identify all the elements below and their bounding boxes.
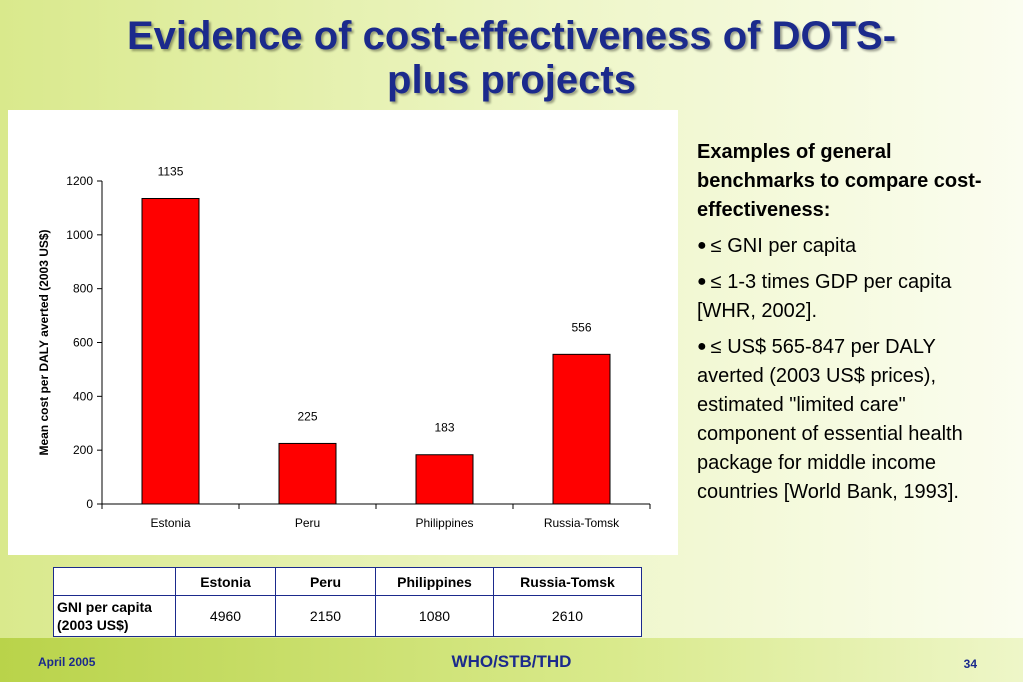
y-axis-title: Mean cost per DALY averted (2003 US$) [37, 229, 51, 455]
table-header-cell: Russia-Tomsk [493, 567, 642, 596]
slide-title: Evidence of cost-effectiveness of DOTS- … [0, 14, 1023, 102]
x-tick-label: Peru [295, 516, 320, 530]
footer-org: WHO/STB/THD [451, 652, 572, 671]
table-cell: 2610 [493, 595, 642, 637]
page-number: 34 [963, 657, 977, 671]
x-tick-label: Estonia [150, 516, 190, 530]
data-label: 225 [297, 409, 317, 423]
benchmark-text-1: ≤ GNI per capita [710, 235, 857, 257]
data-label: 556 [571, 320, 591, 334]
table-corner-cell [53, 567, 176, 596]
slide-title-line-2: plus projects [387, 58, 636, 102]
y-tick-label: 1200 [66, 174, 93, 188]
table-row-label: GNI per capita (2003 US$) [53, 595, 176, 637]
bullet-dot-icon: ● [697, 338, 707, 355]
table-cell: 4960 [175, 595, 276, 637]
y-tick-label: 800 [73, 282, 93, 296]
y-tick-label: 1000 [66, 228, 93, 242]
table-cell: 1080 [375, 595, 494, 637]
table-header-cell: Estonia [175, 567, 276, 596]
table-cell: 2150 [275, 595, 376, 637]
bullet-dot-icon: ● [697, 237, 707, 254]
y-tick-label: 600 [73, 336, 93, 350]
table-header-cell: Peru [275, 567, 376, 596]
y-tick-label: 400 [73, 389, 93, 403]
bullet-dot-icon: ● [697, 273, 707, 290]
benchmark-text-3: ≤ US$ 565-847 per DALY averted (2003 US$… [697, 336, 963, 503]
bar [278, 442, 337, 505]
row-label-line-2: (2003 US$) [57, 617, 129, 633]
gni-table: Estonia Peru Philippines Russia-Tomsk GN… [53, 567, 642, 637]
benchmarks-heading: Examples of general benchmarks to compar… [697, 141, 982, 221]
footer-bar: April 2005 WHO/STB/THD 34 [0, 638, 1023, 682]
y-tick-label: 200 [73, 443, 93, 457]
table-row: GNI per capita (2003 US$) 4960 2150 1080… [53, 595, 642, 637]
chart-panel: 0 200 400 600 800 1000 1200 Mean cost per DALY … [8, 110, 678, 555]
table-header-row: Estonia Peru Philippines Russia-Tomsk [53, 567, 642, 596]
data-label: 183 [434, 421, 454, 435]
bar [141, 197, 200, 505]
benchmark-bullet-1: ● ≤ GNI per capita [697, 231, 1007, 261]
benchmark-bullet-2: ● ≤ 1-3 times GDP per capita [WHR, 2002]. [697, 267, 1007, 326]
x-tick-label: Philippines [415, 516, 473, 530]
slide-title-line-1: Evidence of cost-effectiveness of DOTS- [126, 14, 897, 58]
benchmarks-panel: Examples of general benchmarks to compar… [697, 138, 1007, 513]
bar [552, 353, 611, 505]
footer-date: April 2005 [38, 655, 96, 669]
data-label: 1135 [158, 164, 184, 178]
bar-chart: 0 200 400 600 800 1000 1200 Mean cost per DALY … [37, 164, 651, 530]
table-header-cell: Philippines [375, 567, 494, 596]
benchmark-text-2: ≤ 1-3 times GDP per capita [WHR, 2002]. [697, 271, 952, 322]
x-tick-label: Russia-Tomsk [544, 516, 620, 530]
y-tick-label: 0 [86, 497, 93, 511]
row-label-line-1: GNI per capita [57, 599, 152, 615]
benchmark-bullet-3: ● ≤ US$ 565-847 per DALY averted (2003 US… [697, 332, 1007, 507]
bar [415, 454, 474, 505]
